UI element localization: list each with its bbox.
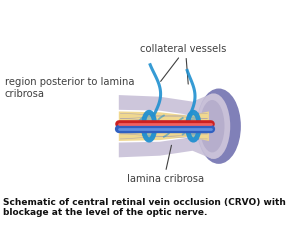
Text: lamina cribrosa: lamina cribrosa xyxy=(127,174,204,184)
Ellipse shape xyxy=(200,100,224,152)
Polygon shape xyxy=(119,111,209,141)
Text: region posterior to lamina
cribrosa: region posterior to lamina cribrosa xyxy=(5,77,134,99)
Ellipse shape xyxy=(188,114,198,138)
Text: blockage at the level of the optic nerve.: blockage at the level of the optic nerve… xyxy=(3,208,208,217)
Polygon shape xyxy=(119,93,212,115)
Ellipse shape xyxy=(144,114,154,138)
Text: collateral vessels: collateral vessels xyxy=(140,44,226,54)
Ellipse shape xyxy=(196,88,241,164)
Ellipse shape xyxy=(197,93,230,159)
Text: Schematic of central retinal vein occlusion (CRVO) with: Schematic of central retinal vein occlus… xyxy=(3,198,286,207)
Polygon shape xyxy=(119,138,212,159)
